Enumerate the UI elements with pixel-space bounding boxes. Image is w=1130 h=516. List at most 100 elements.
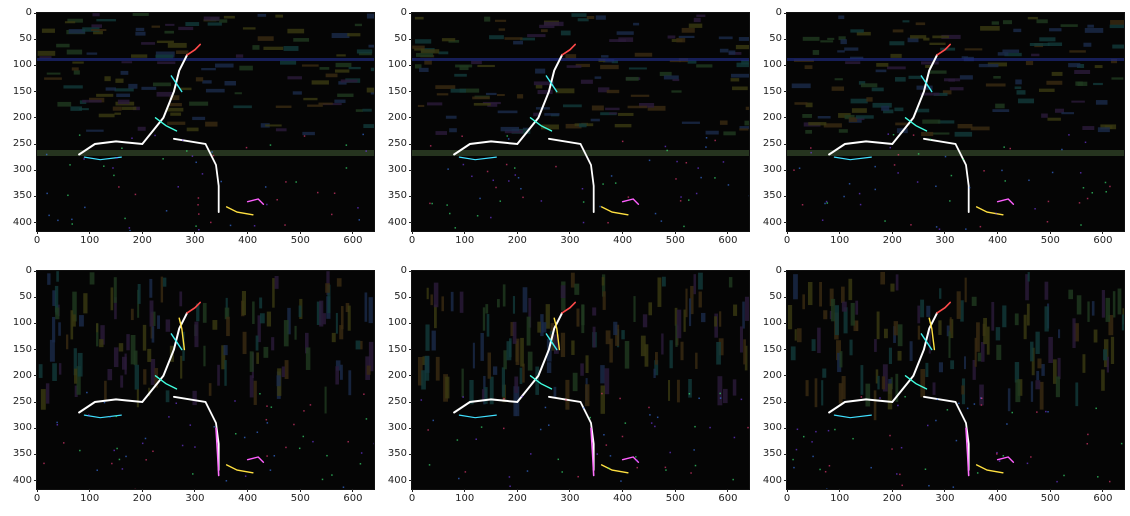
x-tick-mark xyxy=(411,489,413,492)
x-tick-label: 0 xyxy=(408,235,416,246)
x-tick-mark xyxy=(944,231,946,234)
x-tick-label: 600 xyxy=(718,493,738,504)
y-tick-mark xyxy=(409,143,412,145)
y-tick-label: 0 xyxy=(400,7,407,18)
y-tick-mark xyxy=(409,64,412,66)
y-tick-label: 150 xyxy=(387,343,407,355)
x-tick-label: 600 xyxy=(718,235,738,246)
x-tick-mark xyxy=(727,489,729,492)
x-tick-label: 100 xyxy=(455,235,475,246)
x-tick-label: 500 xyxy=(665,493,685,504)
y-tick-mark xyxy=(34,64,37,66)
x-tick-label: 300 xyxy=(935,493,955,504)
y-tick-label: 350 xyxy=(12,448,32,460)
x-tick-mark xyxy=(839,231,841,234)
x-tick-label: 400 xyxy=(238,493,258,504)
image-panel-r0-c2 xyxy=(786,12,1125,232)
image-panel-r1-c2 xyxy=(786,270,1125,490)
x-tick-mark xyxy=(997,231,999,234)
x-tick-label: 500 xyxy=(665,235,685,246)
y-tick-label: 250 xyxy=(12,396,32,407)
y-tick-label: 200 xyxy=(12,111,32,123)
y-tick-mark xyxy=(34,195,37,197)
x-tick-label: 300 xyxy=(185,493,205,504)
edge-image xyxy=(38,271,374,489)
x-tick-mark xyxy=(247,489,249,492)
y-tick-mark xyxy=(409,91,412,93)
y-tick-label: 100 xyxy=(762,59,782,71)
x-tick-label: 0 xyxy=(33,493,41,504)
y-tick-label: 0 xyxy=(775,7,782,18)
y-tick-mark xyxy=(784,480,787,482)
y-tick-label: 150 xyxy=(12,85,32,97)
y-tick-mark xyxy=(784,401,787,403)
x-tick-label: 200 xyxy=(132,493,152,504)
x-tick-mark xyxy=(569,231,571,234)
y-tick-mark xyxy=(784,12,787,14)
y-tick-mark xyxy=(34,401,37,403)
y-tick-label: 200 xyxy=(762,111,782,123)
y-tick-label: 400 xyxy=(387,474,407,486)
y-tick-label: 0 xyxy=(400,265,407,276)
x-tick-mark xyxy=(464,231,466,234)
edge-image xyxy=(412,13,749,229)
y-tick-mark xyxy=(784,117,787,119)
x-tick-mark xyxy=(299,231,301,234)
x-tick-label: 0 xyxy=(783,493,791,504)
y-tick-mark xyxy=(34,270,37,272)
y-tick-label: 400 xyxy=(762,216,782,228)
y-tick-label: 250 xyxy=(387,396,407,407)
y-tick-label: 50 xyxy=(769,291,782,303)
y-tick-mark xyxy=(784,453,787,455)
y-tick-mark xyxy=(34,38,37,40)
x-tick-mark xyxy=(141,489,143,492)
edge-image xyxy=(417,272,749,487)
x-tick-mark xyxy=(727,231,729,234)
x-tick-mark xyxy=(674,231,676,234)
y-tick-label: 150 xyxy=(762,85,782,97)
x-tick-label: 400 xyxy=(988,493,1008,504)
y-tick-label: 0 xyxy=(25,265,32,276)
x-tick-label: 500 xyxy=(290,493,310,504)
y-tick-mark xyxy=(784,427,787,429)
x-tick-label: 400 xyxy=(613,493,633,504)
y-tick-label: 100 xyxy=(387,317,407,329)
y-tick-mark xyxy=(784,64,787,66)
y-tick-label: 100 xyxy=(12,317,32,329)
x-tick-mark xyxy=(247,231,249,234)
x-tick-mark xyxy=(997,489,999,492)
y-tick-mark xyxy=(784,195,787,197)
x-tick-label: 200 xyxy=(882,493,902,504)
x-tick-mark xyxy=(194,231,196,234)
y-tick-label: 400 xyxy=(762,474,782,486)
x-tick-label: 0 xyxy=(408,493,416,504)
x-tick-mark xyxy=(352,489,354,492)
image-panel-r1-c0 xyxy=(36,270,375,490)
y-tick-mark xyxy=(34,222,37,224)
y-tick-mark xyxy=(409,222,412,224)
x-tick-label: 500 xyxy=(1040,493,1060,504)
x-tick-label: 600 xyxy=(343,493,363,504)
x-tick-label: 400 xyxy=(238,235,258,246)
x-tick-mark xyxy=(194,489,196,492)
y-tick-label: 350 xyxy=(762,448,782,460)
y-tick-mark xyxy=(784,322,787,324)
y-tick-label: 50 xyxy=(19,291,32,303)
y-tick-label: 350 xyxy=(387,448,407,460)
y-tick-label: 200 xyxy=(387,111,407,123)
y-tick-label: 350 xyxy=(387,190,407,202)
x-tick-mark xyxy=(944,489,946,492)
y-tick-label: 350 xyxy=(12,190,32,202)
y-tick-mark xyxy=(409,427,412,429)
y-tick-label: 150 xyxy=(762,343,782,355)
y-tick-mark xyxy=(784,143,787,145)
x-tick-label: 200 xyxy=(507,493,527,504)
x-tick-label: 100 xyxy=(830,235,850,246)
x-tick-label: 600 xyxy=(1093,493,1113,504)
y-tick-mark xyxy=(409,453,412,455)
y-tick-mark xyxy=(784,222,787,224)
y-tick-label: 100 xyxy=(12,59,32,71)
y-tick-mark xyxy=(784,349,787,351)
y-tick-label: 50 xyxy=(394,33,407,45)
y-tick-label: 400 xyxy=(387,216,407,228)
